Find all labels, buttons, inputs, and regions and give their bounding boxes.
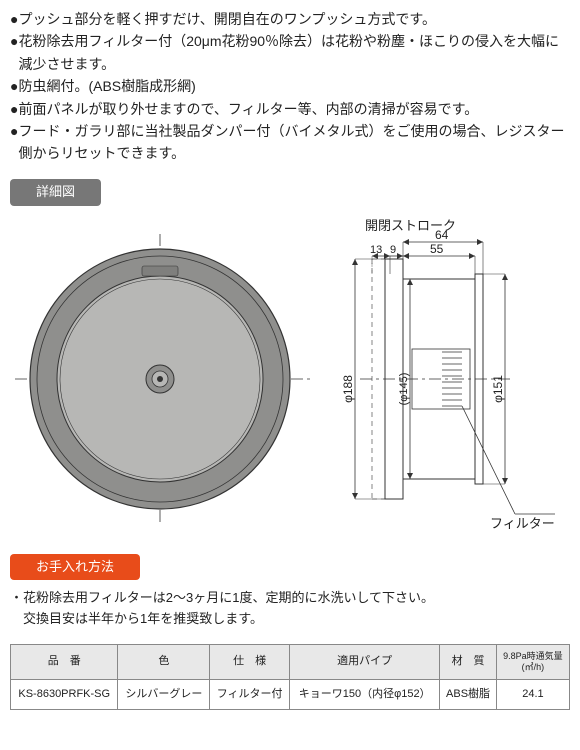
care-line-text: 花粉除去用フィルターは2～3ヶ月に1度、定期的に水洗いして下さい。 <box>23 588 434 609</box>
th-color: 色 <box>118 644 210 679</box>
td-material: ABS樹脂 <box>440 679 497 710</box>
table-row: KS-8630PRFK-SG シルバーグレー フィルター付 キョーワ150（内径… <box>11 679 570 710</box>
dim-13: 13 <box>370 244 382 256</box>
bullet-item: ● フード・ガラリ部に当社製品ダンパー付（バイメタル式）をご使用の場合、レジスタ… <box>10 120 570 165</box>
th-pipe: 適用パイプ <box>290 644 440 679</box>
bullet-mark: ● <box>10 98 18 120</box>
bullet-item: ● 花粉除去用フィルター付（20μm花粉90％除去）は花粉や粉塵・ほこりの侵入を… <box>10 30 570 75</box>
section-view: 開閉ストローク 64 13 9 <box>341 218 555 531</box>
td-spec: フィルター付 <box>210 679 290 710</box>
td-color: シルバーグレー <box>118 679 210 710</box>
bullet-item: ● 防虫網付。(ABS樹脂成形網) <box>10 75 570 97</box>
th-part-no: 品 番 <box>11 644 118 679</box>
front-view <box>15 234 310 524</box>
th-spec: 仕 様 <box>210 644 290 679</box>
bullet-text: 防虫網付。(ABS樹脂成形網) <box>18 75 570 97</box>
feature-bullets: ● プッシュ部分を軽く押すだけ、開閉自在のワンプッシュ方式です。 ● 花粉除去用… <box>10 8 570 165</box>
care-instructions: ・ 花粉除去用フィルターは2～3ヶ月に1度、定期的に水洗いして下さい。 交換目安… <box>10 588 570 630</box>
care-dot <box>10 609 23 630</box>
spec-table: 品 番 色 仕 様 適用パイプ 材 質 9.8Pa時通気量 (㎥/h) KS-8… <box>10 644 570 710</box>
td-airflow: 24.1 <box>496 679 569 710</box>
detail-section-header: 詳細図 <box>10 179 101 206</box>
bullet-mark: ● <box>10 75 18 97</box>
bullet-item: ● プッシュ部分を軽く押すだけ、開閉自在のワンプッシュ方式です。 <box>10 8 570 30</box>
bullet-mark: ● <box>10 30 18 75</box>
dim-64: 64 <box>435 228 449 242</box>
phi-151: φ151 <box>491 374 505 402</box>
th-airflow-l1: 9.8Pa時通気量 <box>501 651 565 662</box>
phi-188: φ188 <box>341 374 355 402</box>
dim-55: 55 <box>430 242 444 256</box>
bullet-mark: ● <box>10 120 18 165</box>
technical-diagram: 開閉ストローク 64 13 9 <box>10 214 570 544</box>
dim-9: 9 <box>390 244 396 256</box>
bullet-text: プッシュ部分を軽く押すだけ、開閉自在のワンプッシュ方式です。 <box>18 8 570 30</box>
filter-label: フィルター <box>490 516 555 531</box>
bullet-text: 前面パネルが取り外せますので、フィルター等、内部の清掃が容易です。 <box>18 98 570 120</box>
care-line-text: 交換目安は半年から1年を推奨致します。 <box>23 609 263 630</box>
care-dot: ・ <box>10 588 23 609</box>
bullet-item: ● 前面パネルが取り外せますので、フィルター等、内部の清掃が容易です。 <box>10 98 570 120</box>
bullet-text: フード・ガラリ部に当社製品ダンパー付（バイメタル式）をご使用の場合、レジスター側… <box>18 120 570 165</box>
bullet-mark: ● <box>10 8 18 30</box>
phi-145: (φ145) <box>398 372 410 405</box>
td-pipe: キョーワ150（内径φ152） <box>290 679 440 710</box>
th-material: 材 質 <box>440 644 497 679</box>
care-section-header: お手入れ方法 <box>10 554 140 581</box>
bullet-text: 花粉除去用フィルター付（20μm花粉90％除去）は花粉や粉塵・ほこりの侵入を大幅… <box>18 30 570 75</box>
th-airflow: 9.8Pa時通気量 (㎥/h) <box>496 644 569 679</box>
th-airflow-l2: (㎥/h) <box>501 662 565 673</box>
td-part-no: KS-8630PRFK-SG <box>11 679 118 710</box>
